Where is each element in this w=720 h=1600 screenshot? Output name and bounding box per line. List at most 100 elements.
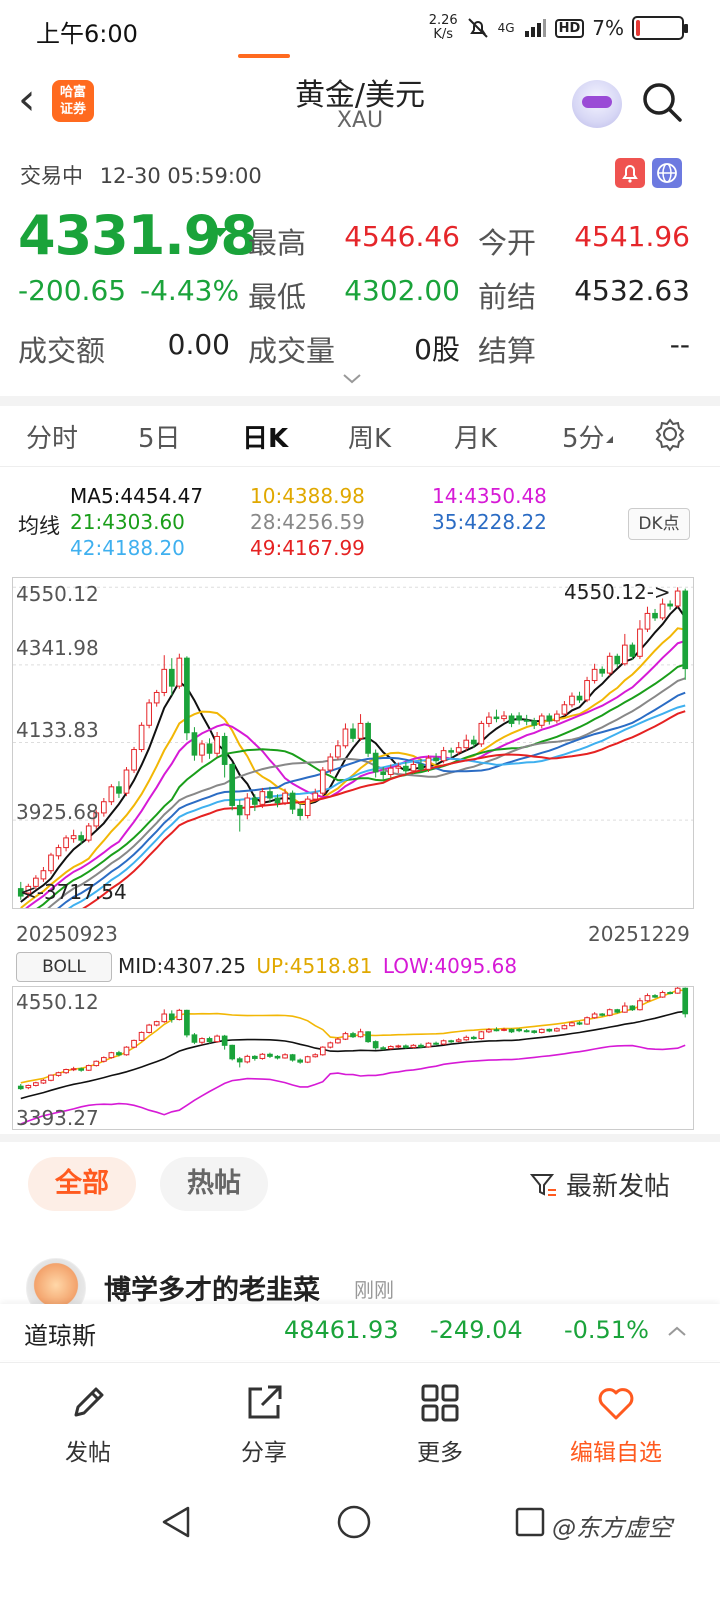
candle-body (131, 749, 137, 771)
boll-chart[interactable] (12, 986, 694, 1130)
candle-body (229, 763, 236, 806)
candle-body (342, 728, 349, 747)
boll-candle-body (486, 1029, 492, 1033)
boll-candle-body (206, 1038, 213, 1043)
boll-candle-body (637, 1000, 643, 1011)
nav-recents-icon[interactable] (514, 1506, 546, 1538)
edit-watchlist-button[interactable]: 编辑自选 (556, 1381, 676, 1467)
x-start-date: 20250923 (16, 922, 118, 946)
volume-label: 成交量 (248, 334, 336, 368)
logo-line1: 哈富 (59, 85, 86, 100)
boll-candle-body (161, 1013, 168, 1023)
back-arrow-icon[interactable]: ‹ (18, 74, 36, 125)
candle-body (93, 812, 100, 827)
bell-icon (622, 165, 638, 183)
post-button[interactable]: 发帖 (28, 1381, 148, 1467)
alert-bell-button[interactable] (615, 158, 645, 188)
post-label: 发帖 (65, 1440, 111, 1466)
active-tab-underline (238, 54, 290, 58)
candle-body (561, 704, 568, 715)
bottom-action-bar: 发帖 分享 更多 编辑自选 (0, 1362, 720, 1472)
x-end-date: 20251229 (588, 922, 690, 946)
candle-body (25, 885, 32, 894)
boll-low: LOW:4095.68 (382, 954, 518, 978)
tab-5min[interactable]: 5分 (562, 424, 605, 454)
boll-candle-body (153, 1021, 160, 1026)
ma-label: 均线 (18, 514, 60, 538)
tab-5day[interactable]: 5日 (138, 424, 181, 454)
boll-candle-body (380, 1047, 387, 1050)
trade-status-text: 交易中 (20, 164, 83, 188)
dk-points-button[interactable]: DK点 (628, 508, 690, 540)
candle-body (591, 668, 598, 682)
boll-candle-body (395, 1045, 402, 1048)
post-username[interactable]: 博学多才的老韭菜 (104, 1275, 320, 1306)
low-label: 最低 (248, 280, 307, 314)
tab-all-posts[interactable]: 全部 (28, 1157, 136, 1211)
gear-icon[interactable] (652, 416, 688, 452)
candle-body (304, 798, 311, 817)
boll-candle-body (561, 1025, 568, 1030)
search-icon[interactable] (640, 80, 684, 124)
expand-chevron-icon[interactable] (340, 372, 364, 386)
page-subtitle: XAU (336, 108, 384, 133)
candle-body (168, 668, 175, 687)
dropdown-corner-icon (606, 436, 613, 443)
tab-weekly-k[interactable]: 周K (348, 424, 392, 454)
boll-candle-body (214, 1035, 220, 1043)
boll-candle-body (252, 1055, 258, 1059)
boll-candle-body (267, 1053, 273, 1057)
ticker-change: -249.04 (430, 1316, 523, 1344)
status-icons: 2.26 K/s 4G HD 7% (429, 14, 688, 42)
kline-chart[interactable] (12, 577, 694, 956)
nav-home-icon[interactable] (336, 1504, 372, 1540)
more-button[interactable]: 更多 (380, 1381, 500, 1467)
boll-candle-body (55, 1072, 62, 1076)
assistant-robot-icon[interactable] (572, 80, 622, 128)
boll-candle-body (282, 1054, 288, 1059)
candle-body (40, 870, 47, 880)
chevron-up-icon[interactable] (666, 1324, 688, 1338)
boll-y-top: 4550.12 (16, 990, 99, 1014)
boll-candle-body (342, 1033, 349, 1040)
boll-candle-body (123, 1046, 130, 1056)
index-ticker[interactable]: 道琼斯 48461.93 -249.04 -0.51% (0, 1304, 720, 1360)
candle-body (621, 644, 628, 665)
boll-candle-body (584, 1017, 590, 1025)
period-tabs: 分时 5日 日K 周K 月K 5分 (0, 408, 720, 468)
tab-intraday[interactable]: 分时 (26, 424, 79, 454)
open-value: 4541.96 (574, 220, 690, 253)
boll-candle-body (614, 1009, 621, 1013)
net-speed-unit: K/s (433, 27, 454, 42)
candle-body (100, 801, 107, 814)
boll-candle-body (184, 1009, 190, 1036)
boll-candle-body (244, 1055, 251, 1063)
candle-body (108, 786, 115, 803)
boll-candle-body (304, 1056, 311, 1063)
prev-settle-value: 4532.63 (574, 274, 690, 307)
boll-indicator-button[interactable]: BOLL (16, 952, 112, 982)
candle-body (350, 728, 356, 739)
edit-watchlist-label: 编辑自选 (570, 1440, 662, 1466)
boll-candle-body (100, 1057, 107, 1062)
candle-body (161, 668, 168, 693)
candle-body (85, 825, 92, 841)
boll-candle-body (312, 1054, 319, 1058)
share-button[interactable]: 分享 (204, 1381, 324, 1467)
boll-candle-body (327, 1042, 334, 1048)
tab-daily-k[interactable]: 日K (242, 424, 289, 454)
nav-back-icon[interactable] (160, 1504, 192, 1540)
candle-body (659, 603, 666, 619)
high-value: 4546.46 (344, 220, 460, 253)
sort-label: 最新发帖 (566, 1172, 671, 1202)
boll-candle-body (387, 1046, 394, 1050)
tab-hot-posts[interactable]: 热帖 (160, 1157, 268, 1211)
globe-button[interactable] (652, 158, 682, 188)
share-icon (248, 1385, 282, 1419)
sort-latest-button[interactable]: 最新发帖 (528, 1166, 670, 1203)
ticker-name: 道琼斯 (24, 1322, 96, 1350)
tab-monthly-k[interactable]: 月K (454, 424, 498, 454)
trade-status: 交易中 12-30 05:59:00 (20, 160, 262, 190)
candle-body (576, 695, 583, 701)
candle-body (282, 792, 288, 804)
